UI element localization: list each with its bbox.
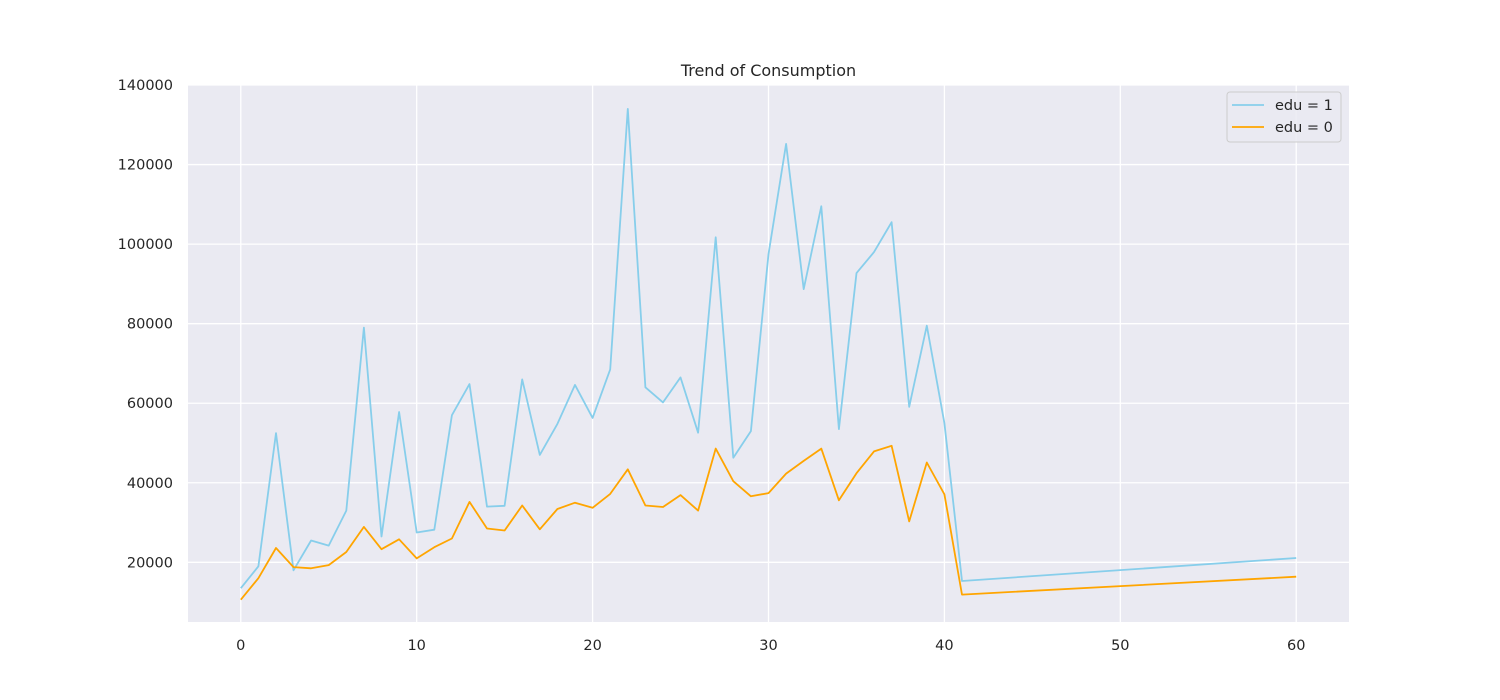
chart-title: Trend of Consumption	[680, 61, 856, 80]
y-tick-label: 120000	[118, 158, 173, 174]
x-tick-label: 10	[407, 638, 425, 654]
x-tick-label: 40	[935, 638, 953, 654]
y-tick-label: 40000	[127, 476, 173, 492]
y-tick-label: 100000	[118, 237, 173, 253]
legend: edu = 1 edu = 0	[1226, 91, 1342, 143]
x-tick-label: 20	[583, 638, 601, 654]
grid	[188, 84, 1349, 622]
x-tick-label: 60	[1287, 638, 1305, 654]
y-tick-label: 60000	[127, 396, 173, 412]
y-tick-label: 140000	[118, 78, 173, 94]
x-tick-label: 0	[236, 638, 245, 654]
y-axis-ticks: 20000 40000 60000 80000 100000 120000 140000	[118, 78, 173, 571]
y-tick-label: 20000	[127, 555, 173, 571]
y-tick-label: 80000	[127, 317, 173, 333]
series-line-edu-0	[240, 444, 1297, 601]
series-line-edu-1	[240, 108, 1297, 589]
x-tick-label: 50	[1111, 638, 1129, 654]
x-tick-label: 30	[759, 638, 777, 654]
series-lines	[240, 108, 1297, 601]
x-axis-ticks: 0 10 20 30 40 50 60	[236, 638, 1305, 654]
legend-label: edu = 1	[1275, 98, 1333, 114]
legend-label: edu = 0	[1275, 120, 1333, 136]
